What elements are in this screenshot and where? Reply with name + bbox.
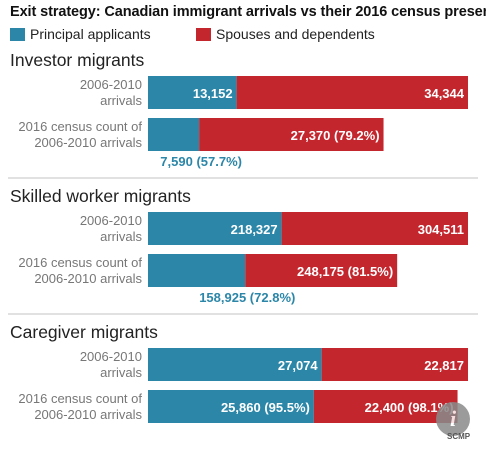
data-label-spouses: 22,817 bbox=[424, 358, 464, 373]
chart-title: Exit strategy: Canadian immigrant arriva… bbox=[10, 4, 486, 20]
legend-swatch-spouses bbox=[196, 27, 211, 41]
legend-item-principal: Principal applicants bbox=[10, 25, 151, 43]
data-label-principal: 158,925 (72.8%) bbox=[199, 290, 295, 305]
bar-principal bbox=[148, 390, 314, 423]
data-label-spouses: 248,175 (81.5%) bbox=[297, 264, 393, 279]
data-label-principal: 218,327 bbox=[231, 222, 278, 237]
credit-label: SCMP bbox=[447, 432, 471, 441]
row-label: 2016 census count of bbox=[18, 255, 142, 270]
row-label: 2006-2010 arrivals bbox=[34, 407, 142, 422]
bar-principal bbox=[148, 76, 237, 109]
bar-principal bbox=[148, 118, 200, 151]
data-label-spouses: 22,400 (98.1%) bbox=[365, 400, 454, 415]
data-label-spouses: 27,370 (79.2%) bbox=[291, 128, 380, 143]
row-label: 2016 census count of bbox=[18, 119, 142, 134]
data-label-principal: 13,152 bbox=[193, 86, 233, 101]
row-label: 2016 census count of bbox=[18, 391, 142, 406]
legend-swatch-principal bbox=[10, 27, 25, 41]
bar-spouses bbox=[281, 212, 468, 245]
legend: Principal applicants Spouses and depende… bbox=[10, 25, 480, 43]
row-label: 2006-2010 bbox=[80, 349, 142, 364]
data-label-spouses: 34,344 bbox=[424, 86, 465, 101]
row-label: arrivals bbox=[100, 93, 142, 108]
group-title: Caregiver migrants bbox=[10, 322, 158, 342]
bar-principal bbox=[148, 212, 282, 245]
group-title: Skilled worker migrants bbox=[10, 186, 191, 206]
row-label: arrivals bbox=[100, 229, 142, 244]
bar-spouses bbox=[199, 118, 384, 151]
group-title: Investor migrants bbox=[10, 50, 144, 70]
row-label: arrivals bbox=[100, 365, 142, 380]
row-label: 2006-2010 bbox=[80, 77, 142, 92]
data-label-spouses: 304,511 bbox=[418, 222, 464, 237]
data-label-principal: 25,860 (95.5%) bbox=[221, 400, 310, 415]
legend-item-spouses: Spouses and dependents bbox=[196, 25, 375, 43]
bar-spouses bbox=[236, 76, 468, 109]
bar-principal bbox=[148, 348, 322, 381]
bar-spouses bbox=[313, 390, 458, 423]
row-label: 2006-2010 arrivals bbox=[34, 271, 142, 286]
row-label: 2006-2010 bbox=[80, 213, 142, 228]
legend-label-spouses: Spouses and dependents bbox=[216, 26, 375, 42]
data-label-principal: 7,590 (57.7%) bbox=[160, 154, 242, 169]
legend-label-principal: Principal applicants bbox=[30, 26, 151, 42]
info-icon[interactable]: i bbox=[436, 402, 470, 436]
row-label: 2006-2010 arrivals bbox=[34, 135, 142, 150]
bar-principal bbox=[148, 254, 246, 287]
bar-spouses bbox=[321, 348, 468, 381]
bar-spouses bbox=[245, 254, 398, 287]
data-label-principal: 27,074 bbox=[278, 358, 319, 373]
